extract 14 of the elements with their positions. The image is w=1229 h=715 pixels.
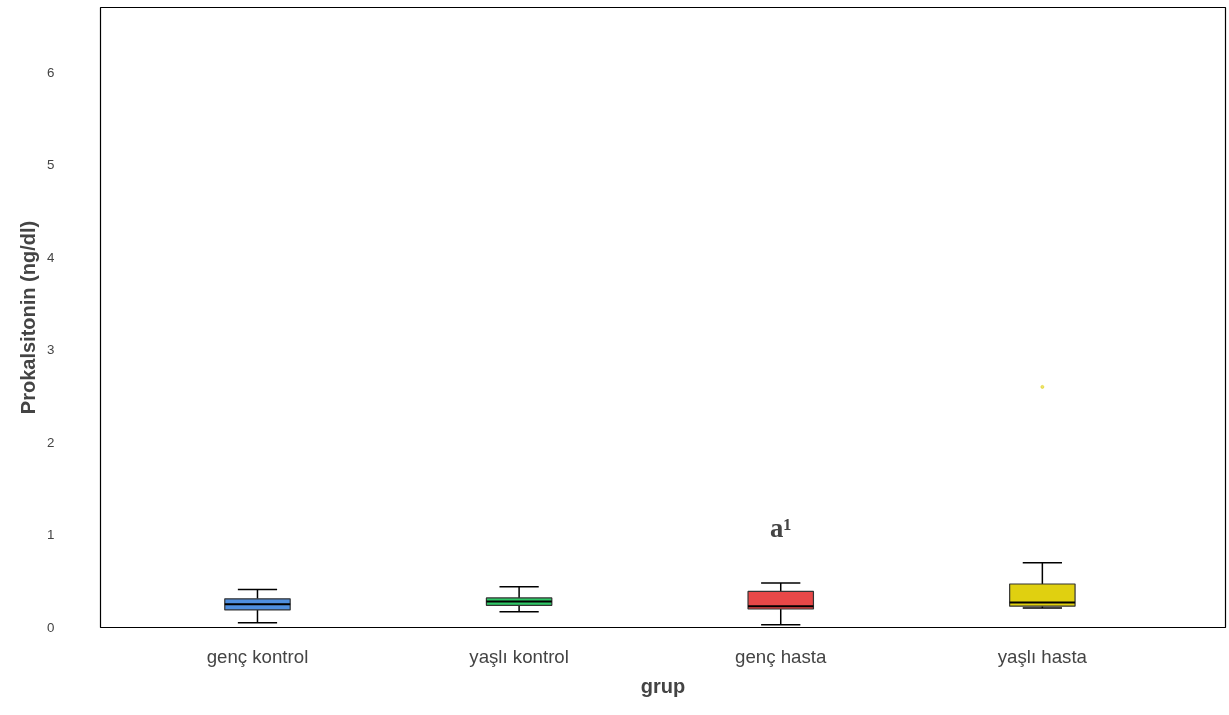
- y-tick-label: 3: [47, 342, 55, 358]
- annotation: a¹: [770, 512, 792, 543]
- x-tick-label: yaşlı hasta: [997, 645, 1088, 667]
- y-tick-label: 6: [47, 64, 55, 80]
- x-axis-title: grup: [640, 674, 686, 697]
- x-tick-label: genç kontrol: [206, 645, 309, 667]
- y-tick-label: 4: [47, 249, 56, 265]
- x-tick-label: genç hasta: [735, 645, 827, 667]
- y-tick-label: 1: [47, 527, 55, 543]
- y-tick-label: 5: [47, 157, 55, 173]
- y-axis-title: Prokalsitonin (ng/dl): [17, 220, 40, 415]
- y-tick-label: 2: [47, 434, 55, 450]
- y-tick-label: 0: [47, 620, 55, 635]
- x-tick-label: yaşlı kontrol: [469, 645, 569, 667]
